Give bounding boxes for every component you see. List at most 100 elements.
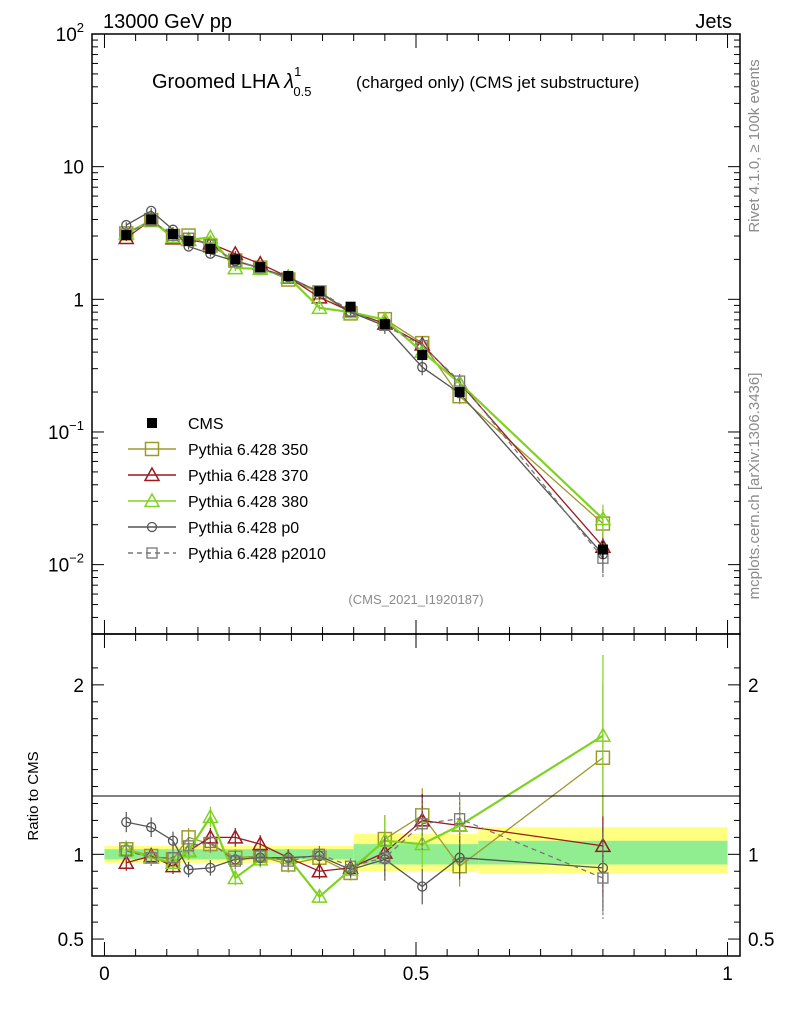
tick-base: 10 [56,25,77,46]
legend-label: Pythia 6.428 350 [188,442,308,459]
legend-entry-4: Pythia 6.428 p0 [128,520,299,537]
main-ytick-label-3: 10 [63,158,84,179]
cms-point [205,243,216,254]
analysis-label: (CMS_2021_I1920187) [348,592,483,607]
tick-exponent: −1 [69,418,84,433]
series-4-ratio-point [229,855,241,867]
series-3-ratio-point [183,864,194,875]
series-3-ratio-point [417,881,428,892]
title-subscript: 0.5 [293,84,311,99]
cms-point [230,254,241,265]
legend: CMS Pythia 6.428 350 Pythia 6.428 370 Pythi… [128,416,326,563]
main-ytick-label-0: 10−2 [48,551,84,577]
series-4-ratio-point [313,848,326,860]
cms-point [168,229,178,240]
series-3-ratio-line [126,821,603,888]
main-ytick-label-1: 10−1 [48,418,84,444]
legend-marker [146,547,158,559]
series-1-ratio-point [311,862,328,878]
series-2-ratio-point [311,888,328,903]
series-4-ratio-point [416,818,428,830]
series-4-ratio-point [379,852,391,864]
legend-label: Pythia 6.428 380 [188,494,308,511]
series-1-ratio-point [227,828,244,844]
tick-exponent: −2 [69,551,84,566]
main-ytick-label-2: 1 [73,290,84,311]
legend-marker [144,441,160,457]
legend-label: CMS [188,416,224,433]
main-ytick-label-4: 102 [56,20,84,46]
series-1-ratio-point [164,857,182,873]
series-3-ratio-point [454,852,465,863]
cms-point [146,214,157,225]
cms-point [379,319,390,330]
series-4-ratio-point [282,855,294,867]
series-4-ratio-point [204,836,217,849]
tick-base: 10 [48,556,69,577]
ratio-ylabel: Ratio to CMS [25,751,42,840]
rivet-label: Rivet 4.1.0, ≥ 100k events [746,59,763,232]
legend-label: Pythia 6.428 370 [188,468,308,485]
xtick-label-1: 0.5 [403,964,429,985]
legend-entry-0: CMS [147,416,224,433]
tick-exponent: 2 [77,20,84,35]
ratio-ytick-label-right-2: 2 [748,676,759,697]
series-3-main-point [417,362,428,373]
cms-point [314,286,325,297]
series-2-ratio-point [202,808,219,824]
series-3-ratio-point [205,862,216,874]
mcplots-label: mcplots.cern.ch [arXiv:1306.3436] [746,373,763,600]
title-superscript: 1 [294,64,301,79]
ratio-ytick-label-left-0: 0.5 [58,930,84,951]
series-4-ratio-point [344,860,357,872]
plot-title: Groomed LHA λ1 0.5 [152,64,311,99]
legend-label: Pythia 6.428 p0 [188,520,299,537]
legend-entry-1: Pythia 6.428 350 [128,441,308,459]
cms-point [121,230,132,241]
series-4 [120,214,609,919]
legend-marker [143,492,161,508]
cms-point [345,301,356,312]
xtick-label-2: 1 [722,964,733,985]
series-2-ratio-point [227,869,244,885]
series-3-ratio-point [146,822,157,833]
legend-marker [143,466,161,482]
title-main: Groomed LHA [152,71,284,93]
title-lambda: λ [283,71,294,93]
cms-point [597,544,608,555]
cms-point [417,350,428,361]
series-2-ratio-point [451,816,468,832]
energy-label: 13000 GeV pp [103,11,232,33]
series-2-main-point [311,299,328,315]
series-4-ratio-point [120,845,132,857]
series-4-ratio-point [254,850,266,862]
series-2-ratio-point [594,727,612,742]
ratio-ytick-label-right-1: 1 [748,845,759,866]
title-tail: (charged only) (CMS jet substructure) [356,73,639,92]
tick-base: 1 [73,290,84,311]
axis-ticks [92,33,740,956]
ratio-ytick-label-left-1: 1 [73,845,84,866]
ratio-ytick-label-left-2: 2 [73,676,84,697]
series-3-ratio-point [167,835,179,846]
series-2-ratio-point [180,842,197,858]
series-2-main-point [594,510,612,526]
series-layer [117,205,612,919]
legend-entry-5: Pythia 6.428 p2010 [128,546,326,563]
series-4-main-point [453,375,466,387]
series-4-ratio-point [453,813,466,825]
legend-marker [146,521,158,533]
legend-entry-2: Pythia 6.428 370 [128,466,308,485]
process-label: Jets [695,11,732,33]
series-4-ratio-line [126,818,604,879]
ratio-ytick-label-right-0: 0.5 [748,930,774,951]
series-3-ratio-point [121,816,132,828]
cms-data [121,214,608,559]
tick-base: 10 [63,158,84,179]
series-4-ratio-point [167,852,179,864]
legend-marker [147,418,157,428]
cms-point [255,262,266,273]
cms-point [454,387,465,398]
